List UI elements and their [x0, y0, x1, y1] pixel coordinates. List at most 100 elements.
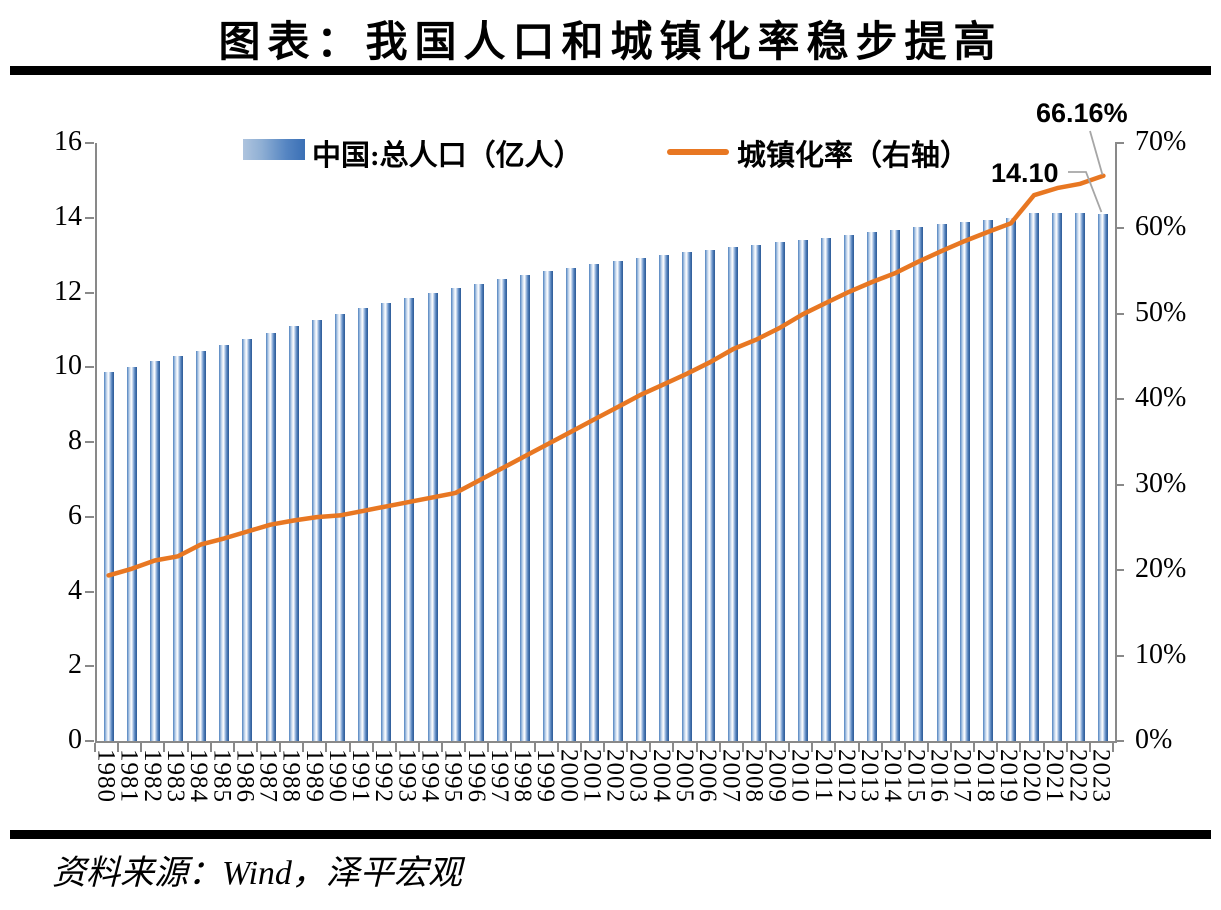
bar-2011: [820, 237, 831, 741]
bar-2003: [635, 258, 646, 741]
x-tick-label-2015: 2015: [902, 749, 930, 803]
x-tick-label-2007: 2007: [717, 749, 745, 803]
bar-2004: [658, 255, 669, 741]
x-tick-label-2014: 2014: [879, 749, 907, 803]
y-left-label-8: 8: [68, 425, 82, 456]
x-tick-label-2005: 2005: [670, 749, 698, 803]
x-tick-label-2002: 2002: [601, 749, 629, 803]
x-tick-label-2010: 2010: [786, 749, 814, 803]
x-tick-label-2000: 2000: [555, 749, 583, 803]
x-tick-14: [417, 743, 420, 752]
x-tick-label-2016: 2016: [925, 749, 953, 803]
x-tick-label-2018: 2018: [971, 749, 999, 803]
x-tick-label-1981: 1981: [115, 749, 143, 803]
x-tick-label-2020: 2020: [1018, 749, 1046, 803]
x-tick-3: [163, 743, 166, 752]
x-tick-label-1984: 1984: [185, 749, 213, 803]
y-left-label-10: 10: [54, 350, 82, 382]
x-tick-label-2013: 2013: [856, 749, 884, 803]
x-tick-7: [255, 743, 258, 752]
x-tick-label-1995: 1995: [439, 749, 467, 803]
y-right-tick-70%: [1115, 142, 1124, 144]
top-divider-rule: [10, 66, 1211, 75]
x-tick-label-2009: 2009: [763, 749, 791, 803]
y-left-tick-16: [85, 142, 94, 144]
urbanization-legend-swatch: [667, 149, 729, 155]
bar-1990: [334, 313, 345, 741]
x-tick-15: [441, 743, 444, 752]
x-tick-19: [533, 743, 536, 752]
x-tick-35: [903, 743, 906, 752]
urbanization-line: [106, 173, 1106, 578]
y-right-label-60%: 60%: [1135, 211, 1187, 243]
x-tick-27: [718, 743, 721, 752]
bar-1995: [450, 288, 461, 741]
y-right-label-70%: 70%: [1135, 126, 1187, 157]
x-tick-31: [811, 743, 814, 752]
x-tick-label-2017: 2017: [948, 749, 976, 803]
x-tick-43: [1088, 743, 1091, 752]
y-left-tick-8: [85, 441, 94, 443]
x-tick-label-1988: 1988: [277, 749, 305, 803]
y-left-tick-4: [85, 590, 94, 593]
x-tick-22: [603, 743, 605, 752]
y-left-tick-0: [85, 740, 94, 742]
x-tick-label-1987: 1987: [254, 749, 282, 803]
bar-1983: [173, 356, 183, 741]
y-left-label-14: 14: [54, 200, 82, 232]
y-left-label-12: 12: [54, 275, 82, 307]
y-right-label-10%: 10%: [1135, 638, 1187, 670]
y-left-tick-2: [85, 665, 94, 668]
y-right-tick-40%: [1115, 398, 1124, 401]
x-tick-4: [186, 743, 189, 752]
y-right-label-0%: 0%: [1135, 724, 1173, 755]
bar-2007: [728, 247, 739, 741]
x-tick-17: [487, 743, 490, 752]
bar-2018: [982, 219, 993, 741]
x-tick-5: [209, 743, 212, 752]
x-tick-8: [279, 743, 282, 752]
legend-label-population: 中国:总人口（亿人）: [312, 140, 583, 172]
x-tick-32: [834, 743, 837, 752]
legend-label-urbanization: 城镇化率（右轴）: [737, 140, 970, 172]
bar-1996: [473, 283, 484, 741]
y-left-label-6: 6: [68, 499, 82, 531]
population-legend-swatch: [243, 139, 305, 160]
annotation-population-value: 14.10: [991, 158, 1059, 188]
x-tick-20: [556, 743, 559, 752]
x-tick-label-1980: 1980: [92, 749, 120, 803]
x-tick-29: [764, 743, 767, 752]
x-tick-21: [579, 743, 582, 752]
bar-1980: [103, 372, 114, 741]
x-tick-label-2008: 2008: [740, 749, 768, 803]
y-left-label-0: 0: [68, 724, 82, 755]
x-tick-label-1993: 1993: [393, 749, 421, 803]
x-tick-38: [973, 743, 976, 752]
y-left-tick-10: [85, 366, 94, 369]
bar-2009: [774, 242, 785, 741]
bar-2000: [566, 267, 577, 741]
bar-1981: [126, 366, 137, 741]
bar-1997: [496, 279, 507, 741]
x-tick-10: [325, 743, 328, 752]
x-tick-label-2019: 2019: [994, 749, 1022, 803]
bar-2020: [1029, 213, 1039, 741]
x-tick-label-1983: 1983: [161, 749, 189, 803]
x-tick-label-1998: 1998: [509, 749, 537, 803]
x-tick-11: [348, 743, 351, 752]
x-tick-label-2001: 2001: [578, 749, 606, 803]
x-tick-28: [741, 743, 744, 752]
bar-2017: [959, 221, 970, 741]
y-right-tick-50%: [1115, 312, 1124, 315]
x-tick-42: [1065, 743, 1068, 752]
y-right-tick-20%: [1115, 569, 1124, 572]
y-right-label-40%: 40%: [1135, 382, 1187, 414]
x-tick-44: [1112, 743, 1114, 752]
x-tick-label-2012: 2012: [832, 749, 860, 803]
x-tick-label-1982: 1982: [138, 749, 166, 803]
x-tick-26: [695, 743, 698, 752]
x-tick-label-1986: 1986: [231, 749, 259, 803]
x-tick-label-1997: 1997: [485, 749, 513, 803]
x-tick-1: [117, 743, 120, 752]
bar-2012: [843, 234, 854, 741]
